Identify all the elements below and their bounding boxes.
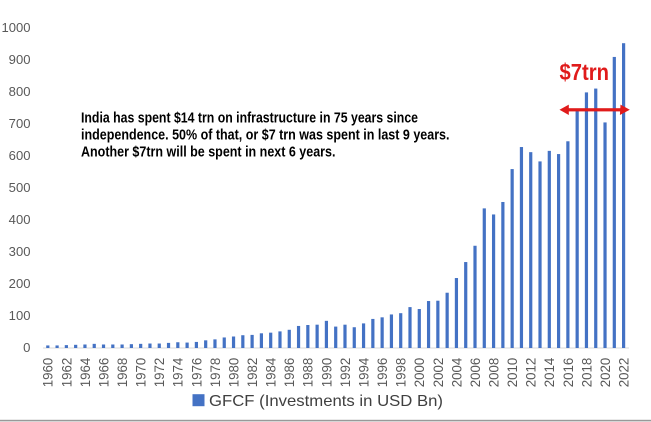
- svg-text:1972: 1972: [152, 358, 167, 388]
- svg-text:$7trn: $7trn: [560, 59, 610, 85]
- svg-text:1966: 1966: [96, 358, 111, 388]
- svg-text:1994: 1994: [356, 357, 371, 387]
- svg-text:GFCF (Investments in USD Bn): GFCF (Investments in USD Bn): [209, 393, 443, 410]
- svg-text:2002: 2002: [431, 358, 446, 388]
- svg-text:2008: 2008: [486, 358, 501, 388]
- svg-text:500: 500: [9, 180, 31, 195]
- svg-text:2010: 2010: [505, 358, 520, 388]
- svg-text:1962: 1962: [59, 358, 74, 388]
- svg-text:900: 900: [9, 52, 31, 67]
- svg-text:700: 700: [9, 116, 31, 131]
- svg-text:1990: 1990: [319, 358, 334, 388]
- svg-text:400: 400: [9, 212, 31, 227]
- svg-text:1970: 1970: [134, 358, 149, 388]
- svg-text:1988: 1988: [301, 358, 316, 388]
- svg-text:independence. 50% of that, or: independence. 50% of that, or $7 trn was…: [81, 126, 450, 143]
- svg-text:2000: 2000: [412, 358, 427, 388]
- svg-text:1980: 1980: [226, 358, 241, 388]
- svg-text:1968: 1968: [115, 358, 130, 388]
- svg-text:India has spent $14 trn on inf: India has spent $14 trn on infrastructur…: [81, 109, 418, 126]
- svg-text:2020: 2020: [598, 358, 613, 388]
- svg-text:1992: 1992: [338, 358, 353, 388]
- svg-text:1996: 1996: [375, 358, 390, 388]
- svg-text:100: 100: [9, 308, 31, 323]
- svg-text:1974: 1974: [171, 357, 186, 387]
- svg-text:1000: 1000: [2, 20, 31, 35]
- svg-text:1998: 1998: [394, 358, 409, 388]
- svg-text:Another $7trn will be spent in: Another $7trn will be spent in next 6 ye…: [81, 144, 336, 161]
- svg-text:600: 600: [9, 148, 31, 163]
- svg-text:1976: 1976: [189, 358, 204, 388]
- svg-text:2022: 2022: [617, 358, 632, 388]
- svg-text:0: 0: [23, 340, 30, 355]
- svg-text:1964: 1964: [78, 357, 93, 387]
- svg-text:2004: 2004: [449, 357, 464, 387]
- svg-text:1982: 1982: [245, 358, 260, 388]
- svg-text:200: 200: [9, 276, 31, 291]
- svg-text:800: 800: [9, 84, 31, 99]
- svg-text:1978: 1978: [208, 358, 223, 388]
- svg-text:2014: 2014: [542, 357, 557, 387]
- svg-text:2016: 2016: [561, 358, 576, 388]
- svg-text:1986: 1986: [282, 358, 297, 388]
- svg-text:2006: 2006: [468, 358, 483, 388]
- svg-text:2018: 2018: [579, 358, 594, 388]
- svg-text:1984: 1984: [264, 357, 279, 387]
- svg-text:300: 300: [9, 244, 31, 259]
- svg-text:1960: 1960: [41, 358, 56, 388]
- svg-text:2012: 2012: [524, 358, 539, 388]
